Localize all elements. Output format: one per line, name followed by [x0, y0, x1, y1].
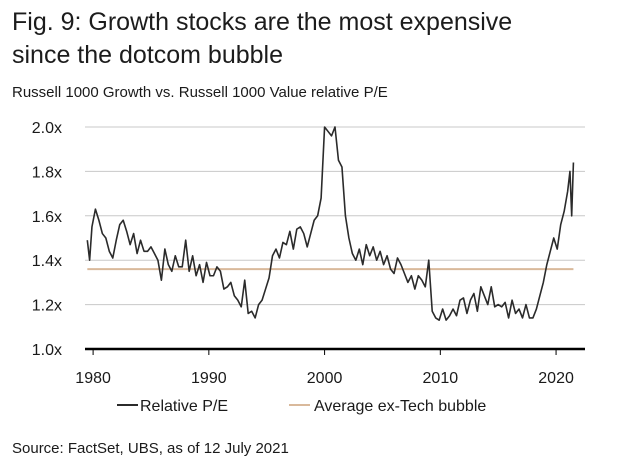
- x-tick-label: 1990: [191, 370, 227, 387]
- y-tick-label: 2.0x: [32, 120, 62, 137]
- legend-label-relative-pe: Relative P/E: [140, 398, 228, 415]
- x-tick-label: 2000: [307, 370, 343, 387]
- y-tick-label: 1.0x: [32, 342, 62, 359]
- axes: 1.0x 1.2x 1.4x 1.6x 1.8x 2.0x 1980 1990 2000 2010…: [32, 120, 585, 387]
- y-tick-label: 1.8x: [32, 164, 62, 181]
- chart-title-line-2: since the dotcom bubble: [12, 41, 284, 69]
- chart-subtitle: Russell 1000 Growth vs. Russell 1000 Val…: [12, 84, 388, 101]
- y-tick-label: 1.6x: [32, 209, 62, 226]
- source-note: Source: FactSet, UBS, as of 12 July 2021: [12, 440, 289, 457]
- chart-title-line-1: Fig. 9: Growth stocks are the most expen…: [12, 8, 513, 36]
- x-tick-label: 2020: [538, 370, 574, 387]
- chart-title: Fig. 9: Growth stocks are the most expen…: [12, 6, 512, 72]
- y-tick-label: 1.2x: [32, 298, 62, 315]
- y-tick-label: 1.4x: [32, 253, 62, 270]
- x-tick-label: 2010: [423, 370, 459, 387]
- gridlines: [85, 126, 585, 306]
- legend-label-average: Average ex-Tech bubble: [314, 398, 486, 415]
- x-tick-label: 1980: [75, 370, 111, 387]
- relative-pe-series-layer: [86, 126, 575, 321]
- relative-pe-line: [86, 126, 575, 321]
- legend: Relative P/E Average ex-Tech bubble: [117, 398, 486, 415]
